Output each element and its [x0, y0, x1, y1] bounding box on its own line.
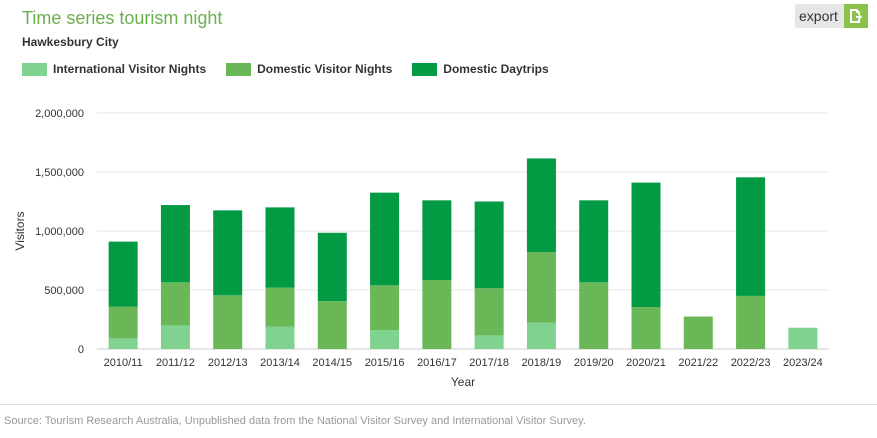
y-tick-label: 1,000,000 [35, 226, 84, 238]
x-tick-label: 2021/22 [678, 357, 718, 369]
bar-segment[interactable] [108, 338, 138, 349]
x-tick-label: 2020/21 [626, 357, 666, 369]
x-tick-label: 2023/24 [783, 357, 823, 369]
bar-segment[interactable] [736, 177, 766, 296]
bar-segment[interactable] [526, 158, 556, 253]
source-note: Source: Tourism Research Australia, Unpu… [4, 415, 586, 427]
export-button[interactable]: export [795, 4, 868, 28]
bar-segment[interactable] [474, 335, 504, 349]
legend-item-daytrips[interactable]: Domestic Daytrips [412, 62, 549, 76]
x-tick-label: 2018/19 [522, 357, 562, 369]
bar-segment[interactable] [160, 325, 190, 349]
bar-segment[interactable] [160, 205, 190, 283]
x-tick-label: 2013/14 [260, 357, 300, 369]
legend-label-daytrips: Domestic Daytrips [443, 62, 549, 76]
bar-segment[interactable] [474, 288, 504, 336]
legend-label-international: International Visitor Nights [53, 62, 207, 76]
bar-segment[interactable] [108, 306, 138, 339]
bar-chart: 0 500,000 1,000,000 1,500,000 2,000,000 2010/… [13, 108, 829, 389]
export-label: export [799, 8, 838, 24]
y-tick-label: 0 [78, 344, 84, 356]
chart-subtitle: Hawkesbury City [22, 35, 119, 49]
x-tick-label: 2017/18 [469, 357, 509, 369]
legend-swatch-international [22, 62, 47, 76]
bar-segment[interactable] [631, 307, 661, 349]
x-tick-label: 2011/12 [156, 357, 195, 369]
bar-segment[interactable] [526, 252, 556, 323]
bar-segment[interactable] [317, 232, 347, 302]
bar-segment[interactable] [108, 241, 138, 307]
x-axis-label: Year [451, 375, 475, 389]
x-tick-label: 2015/16 [365, 357, 405, 369]
y-tick-label: 1,500,000 [35, 167, 84, 179]
bar-segment[interactable] [579, 200, 609, 283]
x-tick-label: 2010/11 [104, 357, 143, 369]
x-tick-label: 2019/20 [574, 357, 614, 369]
bar-segment[interactable] [213, 295, 243, 349]
legend-item-domestic-nights[interactable]: Domestic Visitor Nights [226, 62, 392, 76]
x-tick-label: 2012/13 [208, 357, 248, 369]
y-tick-label: 500,000 [44, 285, 84, 297]
x-tick-label: 2014/15 [312, 357, 352, 369]
chart-title: Time series tourism night [22, 8, 223, 28]
bar-segment[interactable] [422, 279, 452, 349]
bar-segment[interactable] [631, 182, 661, 308]
bar-segment[interactable] [683, 316, 713, 349]
bar-segment[interactable] [370, 285, 400, 331]
legend-item-international[interactable]: International Visitor Nights [22, 62, 206, 76]
grid-lines [97, 112, 829, 350]
legend-label-domestic-nights: Domestic Visitor Nights [257, 62, 393, 76]
legend-swatch-daytrips [412, 62, 438, 76]
bar-segment[interactable] [265, 207, 295, 288]
bar-segment[interactable] [213, 210, 243, 296]
chart-legend: International Visitor Nights Domestic Vi… [22, 62, 569, 76]
bar-segment[interactable] [579, 282, 609, 349]
bar-segment[interactable] [370, 330, 400, 349]
footer-divider [0, 404, 877, 405]
bar-segment[interactable] [317, 301, 347, 349]
y-tick-label: 2,000,000 [35, 108, 84, 120]
bar-segment[interactable] [474, 201, 504, 289]
x-tick-label: 2022/23 [731, 357, 771, 369]
legend-swatch-domestic-nights [226, 62, 252, 76]
x-tick-label: 2016/17 [417, 357, 457, 369]
bar-segment[interactable] [160, 282, 190, 326]
bar-segment[interactable] [526, 322, 556, 349]
export-file-icon [843, 4, 868, 28]
bars [108, 158, 818, 349]
y-axis-label: Visitors [13, 211, 27, 250]
bar-segment[interactable] [370, 192, 400, 286]
bar-segment[interactable] [422, 200, 452, 280]
bar-segment[interactable] [265, 287, 295, 327]
bar-segment[interactable] [788, 327, 818, 349]
bar-segment[interactable] [736, 295, 766, 349]
bar-segment[interactable] [265, 326, 295, 349]
axis-labels: 0 500,000 1,000,000 1,500,000 2,000,000 2010/… [35, 108, 823, 369]
